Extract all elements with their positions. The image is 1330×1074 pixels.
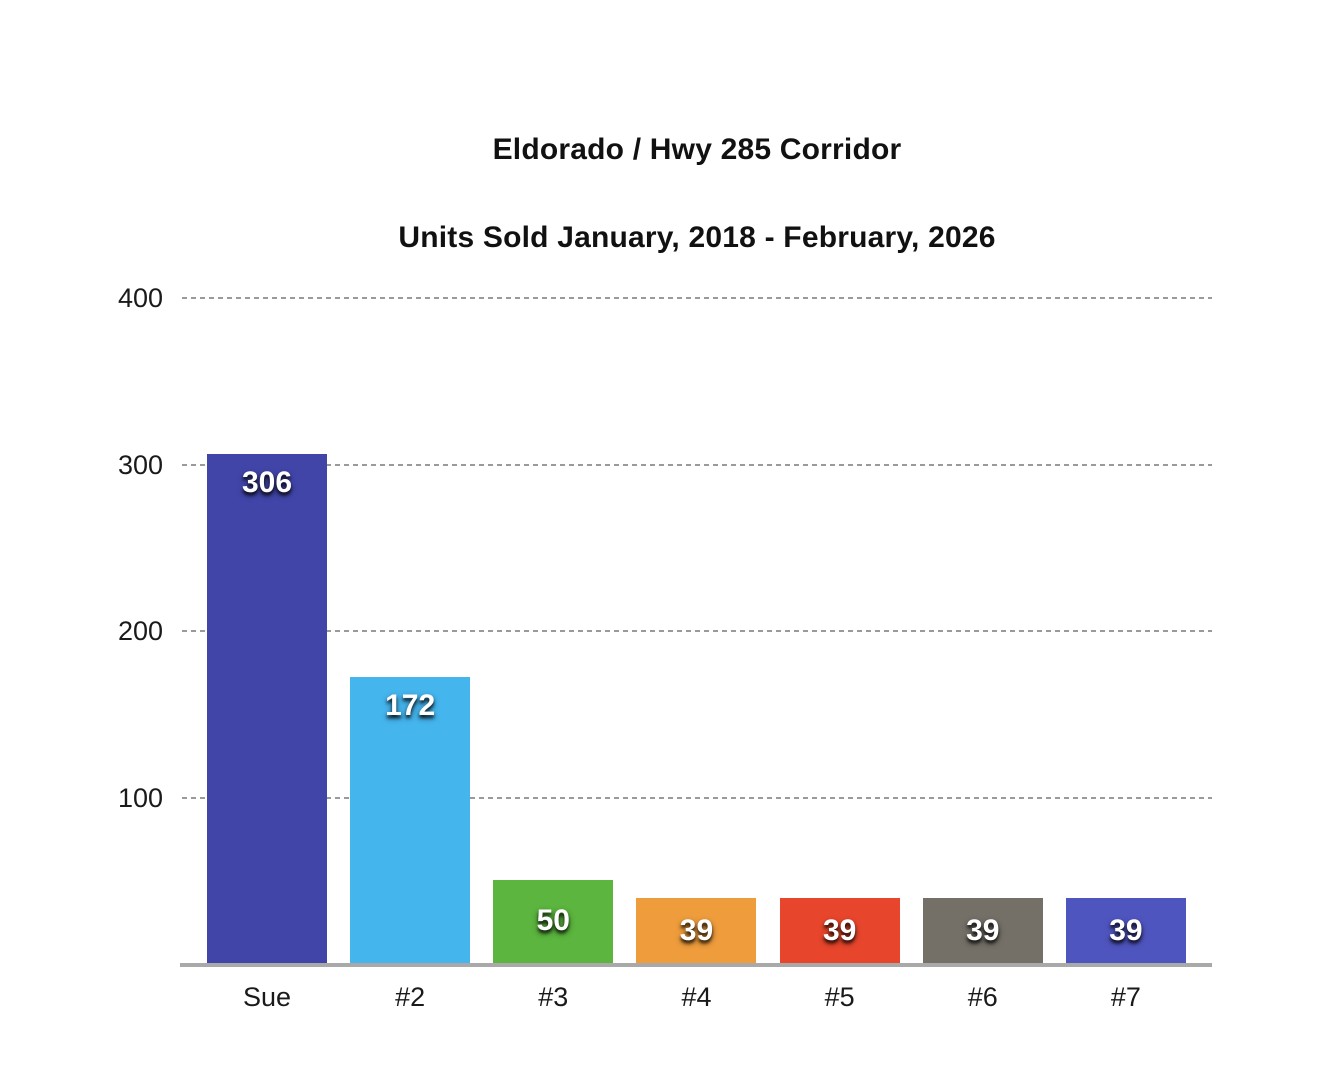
x-tick-label-#7: #7 (1110, 982, 1141, 1012)
bar-#3: 50 (493, 879, 614, 963)
gridline-300 (182, 463, 1212, 466)
x-tick-label-#4: #4 (681, 982, 712, 1012)
bar-#7: 39 (1065, 898, 1186, 963)
x-tick-label-Sue: Sue (242, 982, 292, 1012)
x-tick-label-#3: #3 (538, 982, 569, 1012)
gridline-200 (182, 630, 1212, 632)
bar-#4: 39 (636, 898, 757, 963)
y-tick-label: 200 (117, 616, 163, 646)
bar-value-label: 50 (536, 904, 570, 938)
x-tick-label-#6: #6 (967, 982, 998, 1012)
bars-row: 306 172 50 39 39 39 39 (182, 297, 1212, 963)
bar-Sue: 306 (207, 453, 327, 963)
x-tick-label-#2: #2 (395, 982, 426, 1012)
chart-title: Eldorado / Hwy 285 Corridor (492, 133, 902, 166)
gridline-100 (182, 796, 1212, 799)
y-tick-label: 300 (117, 449, 163, 480)
bar-value-label: 306 (241, 465, 293, 499)
chart-subtitle: Units Sold January, 2018 - February, 202… (398, 221, 996, 254)
bar-value-label: 39 (966, 913, 1000, 947)
bar-#5: 39 (779, 898, 900, 963)
x-tick-label-#5: #5 (824, 982, 855, 1012)
bar-value-label: 172 (385, 688, 436, 722)
bar-#6: 39 (922, 898, 1043, 963)
x-axis-labels: Sue #2 #3 #4 #5 #6 #7 (182, 982, 1212, 1013)
bar-value-label: 39 (679, 913, 714, 947)
y-tick-label: 100 (117, 782, 163, 813)
gridline-400 (182, 297, 1212, 299)
y-tick-label: 400 (117, 283, 163, 313)
bar-#2: 172 (350, 676, 471, 963)
bar-value-label: 39 (1109, 913, 1143, 947)
x-axis-line (180, 963, 1212, 967)
plot-area (182, 297, 1212, 963)
bar-value-label: 39 (822, 913, 857, 947)
